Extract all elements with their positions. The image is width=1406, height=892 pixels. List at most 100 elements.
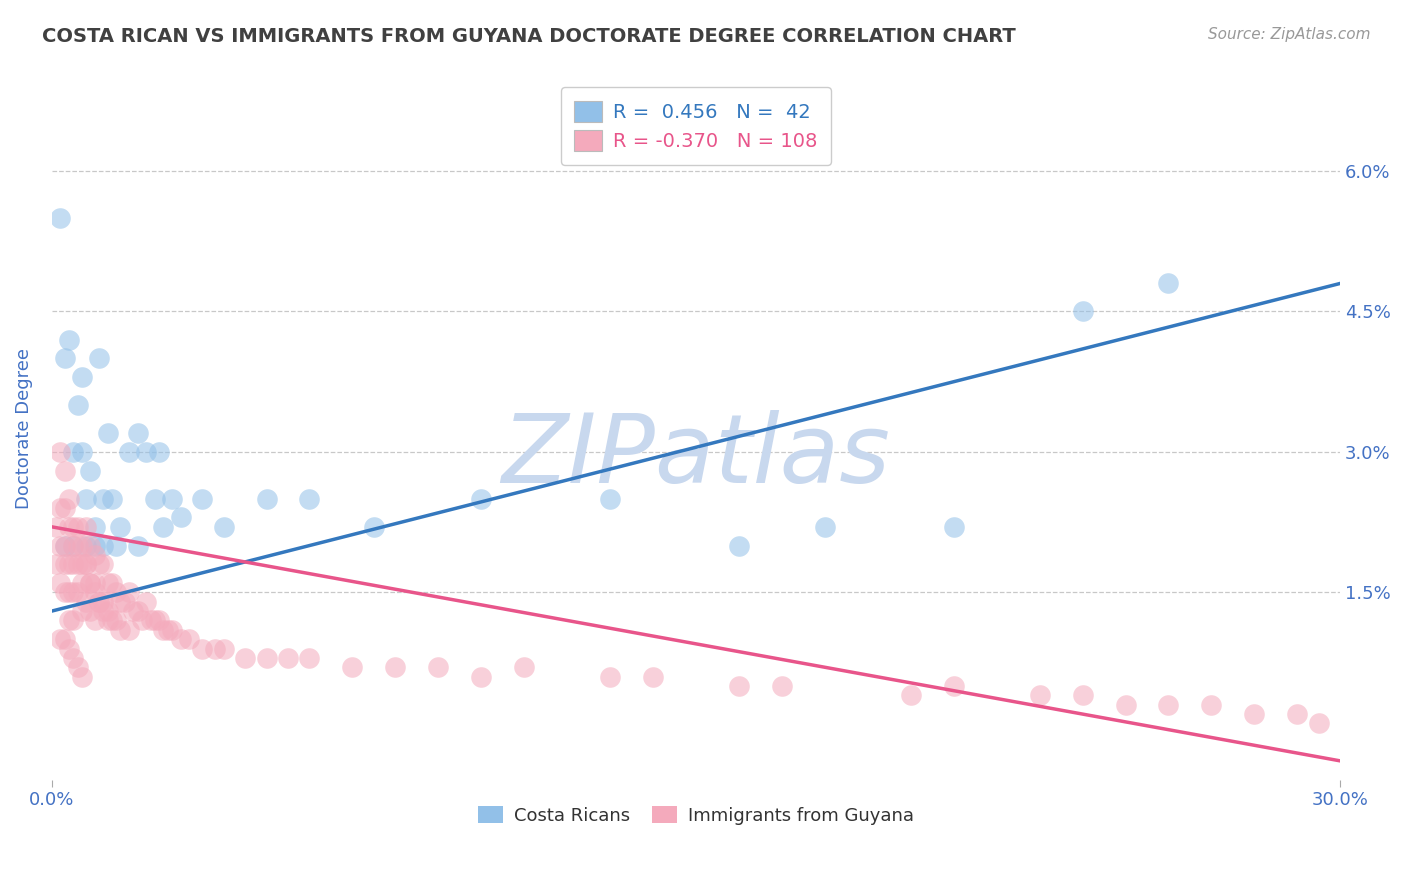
Point bbox=[53, 539, 76, 553]
Point bbox=[900, 689, 922, 703]
Point bbox=[87, 351, 110, 366]
Point bbox=[97, 426, 120, 441]
Point bbox=[49, 576, 72, 591]
Point bbox=[143, 491, 166, 506]
Point bbox=[53, 501, 76, 516]
Point bbox=[156, 623, 179, 637]
Point bbox=[728, 679, 751, 693]
Point bbox=[83, 520, 105, 534]
Point bbox=[105, 614, 128, 628]
Point bbox=[70, 539, 93, 553]
Point bbox=[97, 614, 120, 628]
Point bbox=[599, 670, 621, 684]
Point bbox=[62, 520, 84, 534]
Point bbox=[1115, 698, 1137, 712]
Point bbox=[66, 398, 89, 412]
Point bbox=[49, 539, 72, 553]
Point bbox=[58, 641, 80, 656]
Point bbox=[179, 632, 201, 647]
Point bbox=[191, 641, 214, 656]
Point bbox=[70, 576, 93, 591]
Point bbox=[131, 614, 153, 628]
Point bbox=[513, 660, 536, 674]
Point bbox=[79, 576, 101, 591]
Point bbox=[470, 670, 492, 684]
Point bbox=[49, 445, 72, 459]
Point bbox=[70, 670, 93, 684]
Point bbox=[118, 585, 141, 599]
Point bbox=[70, 370, 93, 384]
Point bbox=[110, 595, 132, 609]
Point bbox=[62, 614, 84, 628]
Point bbox=[1157, 698, 1180, 712]
Point bbox=[66, 539, 89, 553]
Point bbox=[91, 539, 114, 553]
Point bbox=[87, 595, 110, 609]
Point bbox=[470, 491, 492, 506]
Point bbox=[75, 595, 97, 609]
Point bbox=[62, 539, 84, 553]
Point bbox=[342, 660, 364, 674]
Point bbox=[135, 445, 157, 459]
Point bbox=[1201, 698, 1223, 712]
Point bbox=[75, 558, 97, 572]
Point bbox=[53, 464, 76, 478]
Point bbox=[62, 651, 84, 665]
Point bbox=[91, 491, 114, 506]
Point bbox=[105, 539, 128, 553]
Text: ZIPatlas: ZIPatlas bbox=[502, 410, 890, 503]
Point bbox=[83, 614, 105, 628]
Point bbox=[118, 445, 141, 459]
Point bbox=[427, 660, 450, 674]
Point bbox=[45, 520, 67, 534]
Text: COSTA RICAN VS IMMIGRANTS FROM GUYANA DOCTORATE DEGREE CORRELATION CHART: COSTA RICAN VS IMMIGRANTS FROM GUYANA DO… bbox=[42, 27, 1017, 45]
Point bbox=[1157, 277, 1180, 291]
Point bbox=[1071, 689, 1094, 703]
Point bbox=[256, 651, 278, 665]
Point bbox=[363, 520, 385, 534]
Point bbox=[49, 211, 72, 225]
Point bbox=[212, 641, 235, 656]
Point bbox=[135, 595, 157, 609]
Point bbox=[70, 604, 93, 618]
Point bbox=[87, 595, 110, 609]
Point bbox=[70, 445, 93, 459]
Point bbox=[83, 539, 105, 553]
Point bbox=[814, 520, 837, 534]
Point bbox=[97, 604, 120, 618]
Point bbox=[143, 614, 166, 628]
Point bbox=[204, 641, 226, 656]
Point bbox=[148, 614, 170, 628]
Point bbox=[160, 491, 183, 506]
Point bbox=[770, 679, 793, 693]
Point bbox=[101, 576, 124, 591]
Point bbox=[75, 539, 97, 553]
Point bbox=[191, 491, 214, 506]
Point bbox=[127, 426, 149, 441]
Point bbox=[62, 445, 84, 459]
Point bbox=[110, 520, 132, 534]
Point bbox=[127, 604, 149, 618]
Point bbox=[298, 651, 321, 665]
Point bbox=[384, 660, 406, 674]
Point bbox=[75, 558, 97, 572]
Point bbox=[75, 491, 97, 506]
Point bbox=[127, 539, 149, 553]
Point bbox=[49, 501, 72, 516]
Point bbox=[728, 539, 751, 553]
Point bbox=[91, 595, 114, 609]
Point bbox=[942, 520, 965, 534]
Point bbox=[66, 585, 89, 599]
Point bbox=[942, 679, 965, 693]
Point bbox=[53, 351, 76, 366]
Point bbox=[83, 548, 105, 562]
Point bbox=[53, 585, 76, 599]
Point bbox=[101, 491, 124, 506]
Point bbox=[79, 604, 101, 618]
Point bbox=[139, 614, 162, 628]
Point bbox=[62, 558, 84, 572]
Point bbox=[70, 558, 93, 572]
Point bbox=[233, 651, 256, 665]
Point bbox=[75, 520, 97, 534]
Point bbox=[45, 558, 67, 572]
